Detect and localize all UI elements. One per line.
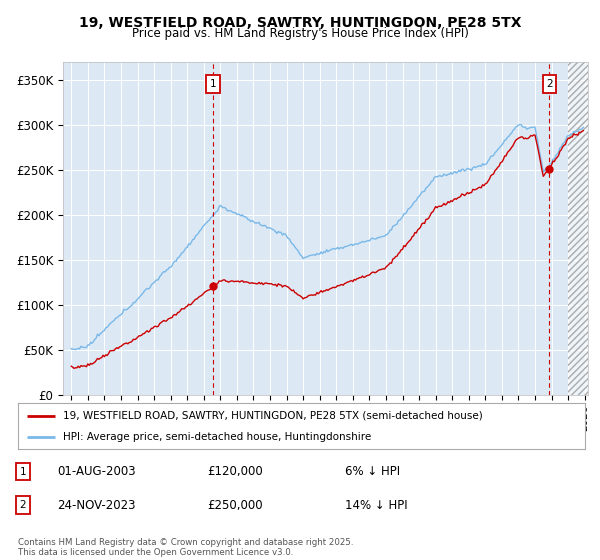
Text: 19, WESTFIELD ROAD, SAWTRY, HUNTINGDON, PE28 5TX: 19, WESTFIELD ROAD, SAWTRY, HUNTINGDON, … <box>79 16 521 30</box>
Text: 2: 2 <box>19 500 26 510</box>
Bar <box>568 62 588 395</box>
Text: 6% ↓ HPI: 6% ↓ HPI <box>345 465 400 478</box>
Text: Contains HM Land Registry data © Crown copyright and database right 2025.
This d: Contains HM Land Registry data © Crown c… <box>18 538 353 557</box>
Bar <box>568 62 588 395</box>
Text: 01-AUG-2003: 01-AUG-2003 <box>57 465 136 478</box>
Text: £120,000: £120,000 <box>207 465 263 478</box>
Text: 2: 2 <box>546 79 553 89</box>
Text: HPI: Average price, semi-detached house, Huntingdonshire: HPI: Average price, semi-detached house,… <box>64 432 371 442</box>
Text: 1: 1 <box>19 466 26 477</box>
Text: 24-NOV-2023: 24-NOV-2023 <box>57 498 136 512</box>
Text: £250,000: £250,000 <box>207 498 263 512</box>
Text: Price paid vs. HM Land Registry's House Price Index (HPI): Price paid vs. HM Land Registry's House … <box>131 27 469 40</box>
Text: 19, WESTFIELD ROAD, SAWTRY, HUNTINGDON, PE28 5TX (semi-detached house): 19, WESTFIELD ROAD, SAWTRY, HUNTINGDON, … <box>64 410 483 421</box>
Text: 1: 1 <box>210 79 217 89</box>
Text: 14% ↓ HPI: 14% ↓ HPI <box>345 498 407 512</box>
